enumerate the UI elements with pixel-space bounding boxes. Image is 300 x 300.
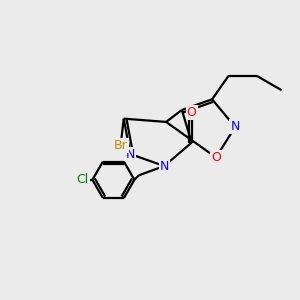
- Text: N: N: [126, 148, 135, 160]
- Text: O: O: [187, 106, 196, 119]
- Text: O: O: [211, 151, 221, 164]
- Text: Cl: Cl: [77, 173, 89, 186]
- Text: N: N: [230, 121, 240, 134]
- Text: Br: Br: [114, 139, 128, 152]
- Text: N: N: [160, 160, 169, 172]
